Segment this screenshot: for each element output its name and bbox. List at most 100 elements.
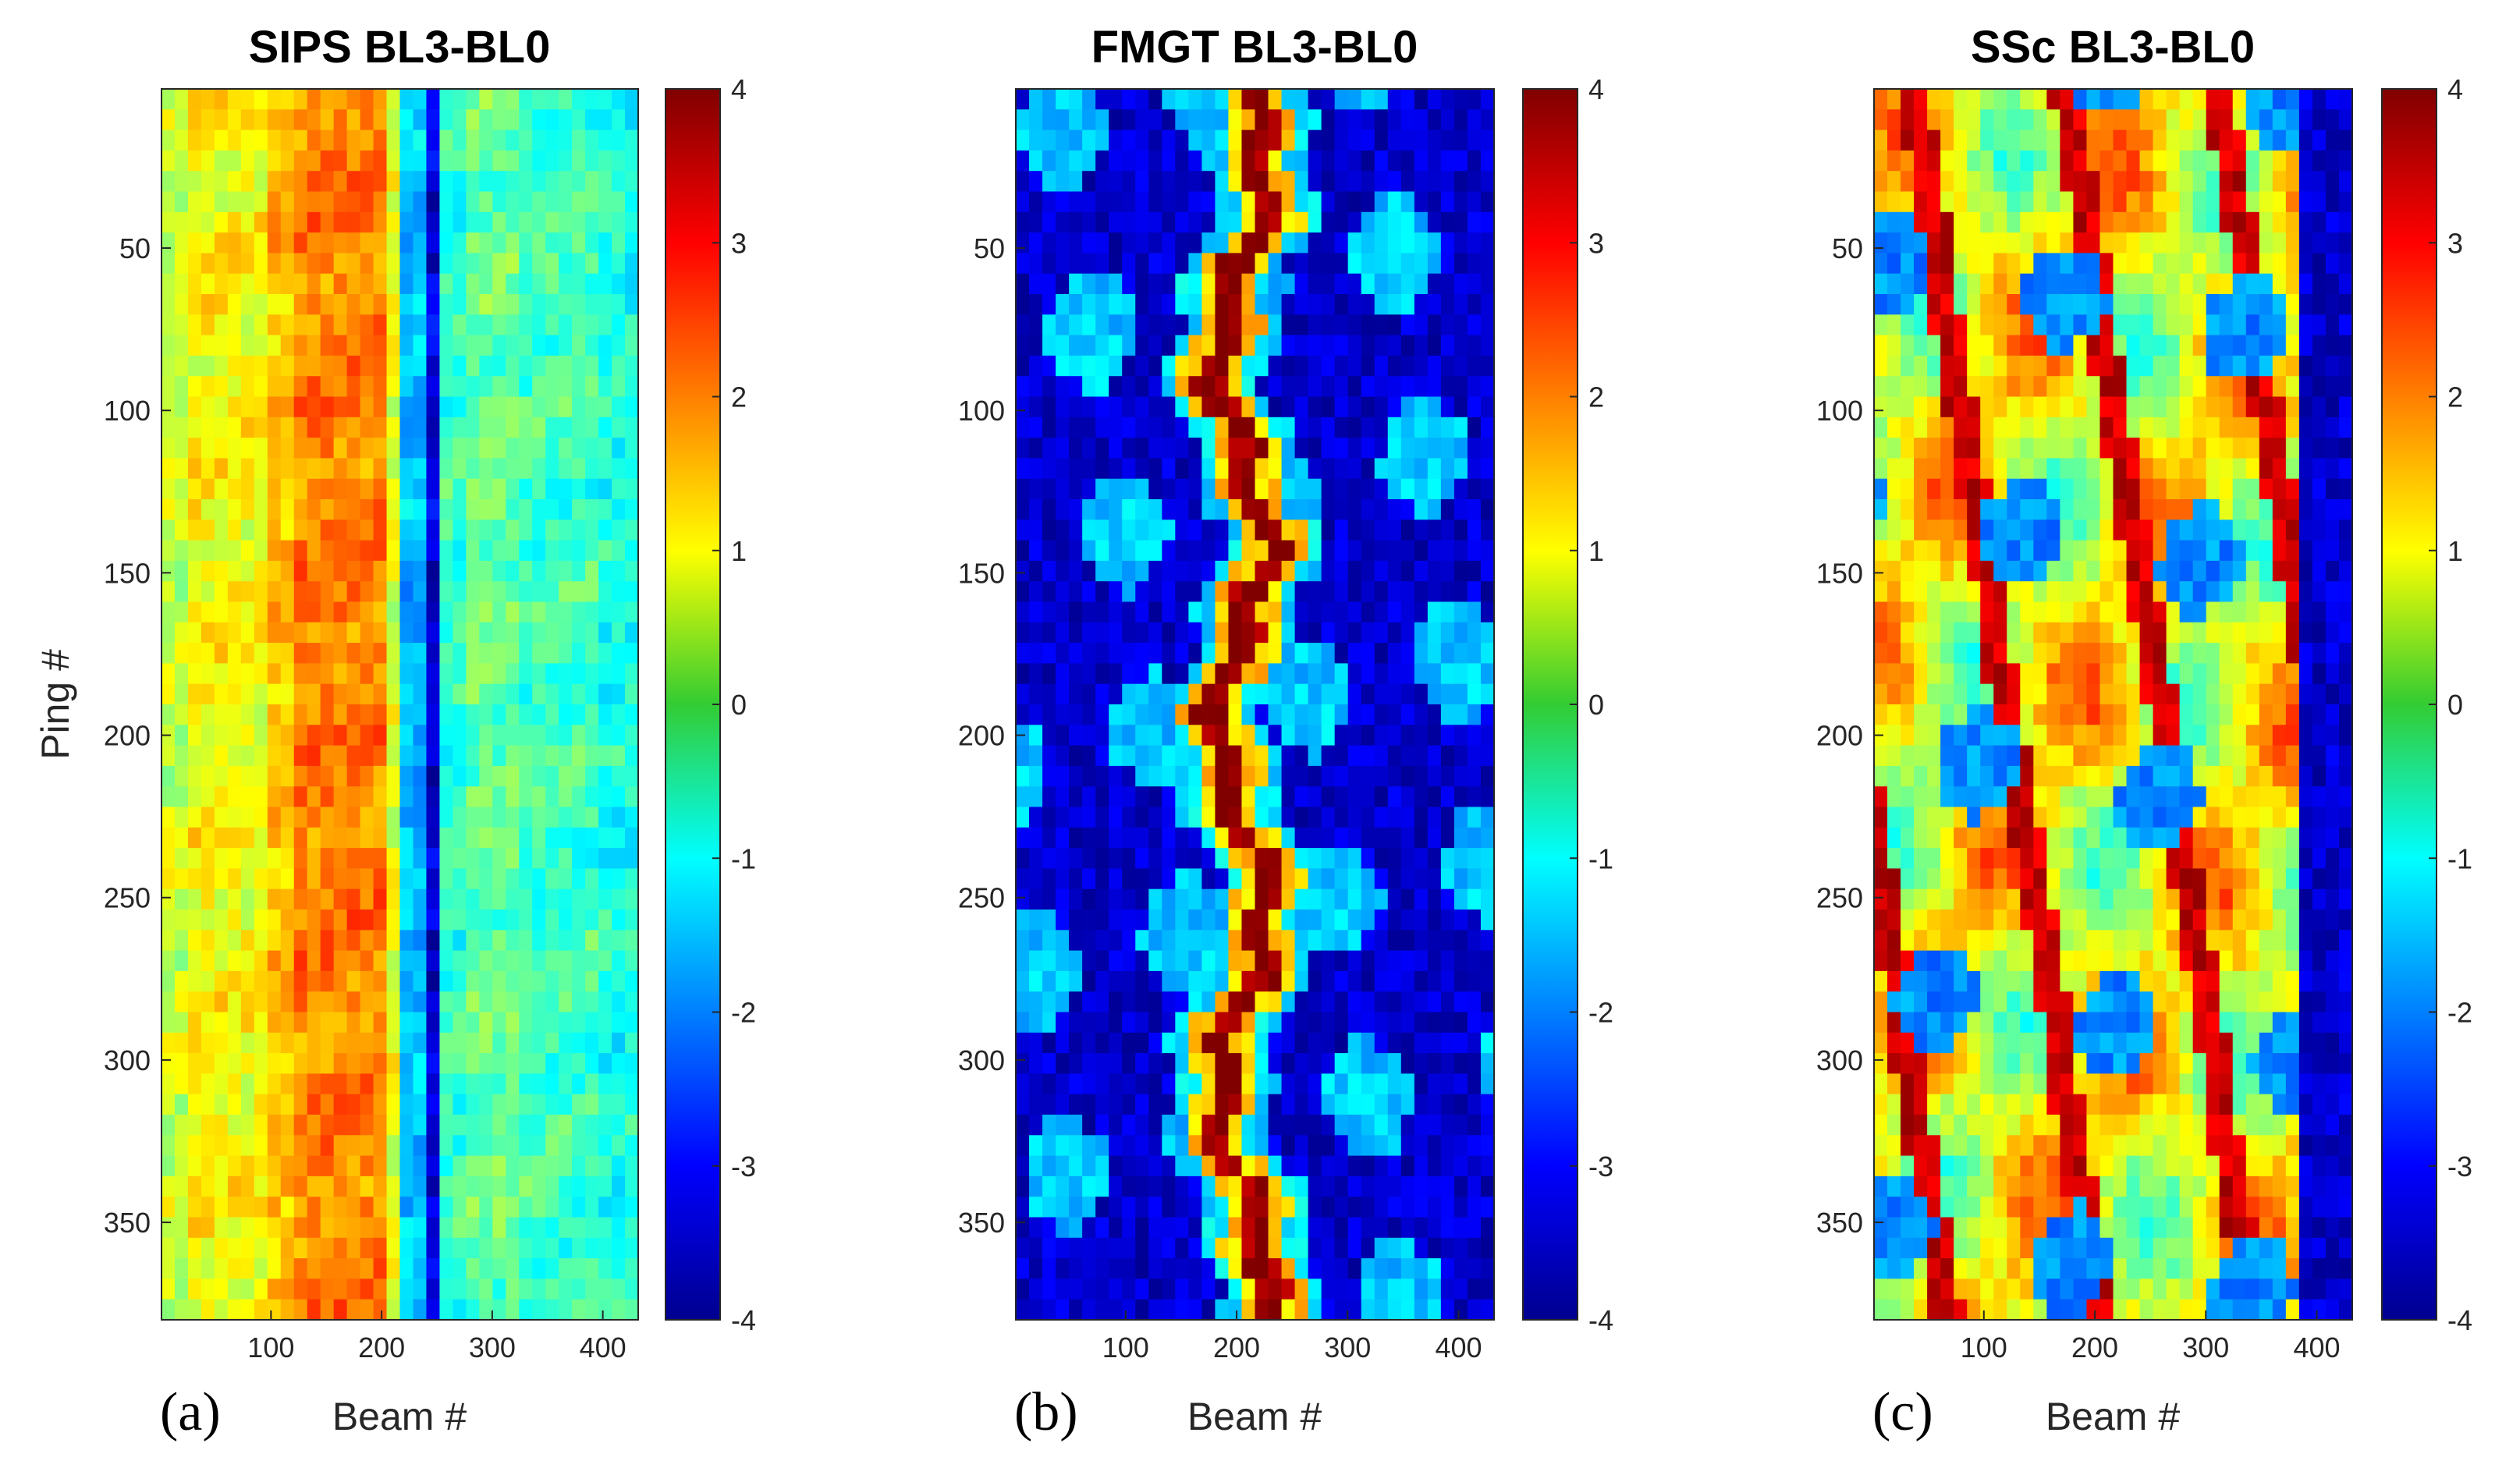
heatmap-cell <box>1414 458 1429 480</box>
heatmap-cell <box>320 601 335 623</box>
heatmap-cell <box>267 888 282 910</box>
heatmap-cell <box>1361 1094 1375 1115</box>
heatmap-cell <box>1162 191 1177 213</box>
heatmap-cell <box>1095 848 1109 870</box>
heatmap-cell <box>1029 560 1043 582</box>
heatmap-cell <box>1887 950 1901 972</box>
heatmap-cell <box>1268 970 1283 992</box>
heatmap-cell <box>1109 273 1123 295</box>
heatmap-cell <box>1321 1258 1336 1280</box>
heatmap-cell <box>413 191 428 213</box>
heatmap-cell <box>1467 745 1482 767</box>
heatmap-cell <box>280 581 295 603</box>
heatmap-cell <box>240 150 255 172</box>
heatmap-cell <box>1162 1094 1177 1115</box>
heatmap-cell <box>1387 1175 1402 1197</box>
heatmap-cell <box>1914 499 1928 521</box>
heatmap-cell <box>1993 438 2008 459</box>
heatmap-cell <box>585 683 599 705</box>
heatmap-cell <box>254 663 268 685</box>
heatmap-cell <box>1201 581 1216 603</box>
heatmap-cell <box>1148 89 1163 111</box>
heatmap-cell <box>532 417 546 438</box>
heatmap-cell <box>1042 1258 1056 1280</box>
heatmap-cell <box>1215 786 1230 808</box>
heatmap-cell <box>201 129 215 151</box>
heatmap-cell <box>545 745 559 767</box>
heatmap-cell <box>479 109 494 131</box>
heatmap-cell <box>1281 499 1296 521</box>
heatmap-cell <box>187 1073 202 1095</box>
heatmap-cell <box>386 786 401 808</box>
heatmap-cell <box>1162 1155 1177 1177</box>
heatmap-cell <box>585 376 599 398</box>
heatmap-cell <box>386 704 401 726</box>
heatmap-cell <box>519 478 534 500</box>
heatmap-cell <box>1228 888 1243 910</box>
heatmap-cell <box>532 1278 546 1300</box>
heatmap-cell <box>559 745 573 767</box>
heatmap-cell <box>532 970 546 992</box>
heatmap-cell <box>572 1012 586 1034</box>
heatmap-cell <box>214 601 229 623</box>
heatmap-cell <box>1414 478 1429 500</box>
heatmap-cell <box>1135 1053 1150 1075</box>
heatmap-cell <box>1148 888 1163 910</box>
heatmap-cell <box>1042 211 1056 233</box>
heatmap-cell <box>1255 581 1269 603</box>
heatmap-cell <box>360 1032 374 1054</box>
heatmap-cell <box>1069 396 1083 418</box>
heatmap-cell <box>187 930 202 952</box>
heatmap-cell <box>1361 253 1375 275</box>
heatmap-cell <box>1427 888 1442 910</box>
heatmap-cell <box>1440 1258 1455 1280</box>
heatmap-cell <box>1427 1299 1442 1321</box>
heatmap-cell <box>1901 601 1915 623</box>
heatmap-cell <box>1954 745 1968 767</box>
heatmap-cell <box>1135 704 1150 726</box>
heatmap-cell <box>1374 191 1389 213</box>
heatmap-cell <box>240 725 255 746</box>
heatmap-cell <box>214 581 229 603</box>
heatmap-cell <box>1967 1135 1982 1157</box>
heatmap-cell <box>413 1258 428 1280</box>
heatmap-cell <box>1162 335 1177 356</box>
heatmap-cell <box>1294 601 1309 623</box>
heatmap-cell <box>585 478 599 500</box>
heatmap-cell <box>1334 458 1349 480</box>
heatmap-cell <box>346 807 361 828</box>
heatmap-cell <box>1228 1237 1243 1259</box>
heatmap-cell <box>1281 1278 1296 1300</box>
heatmap-cell <box>1874 540 1888 562</box>
heatmap-cell <box>373 683 388 705</box>
heatmap-cell <box>1029 970 1043 992</box>
heatmap-cell <box>1954 868 1968 890</box>
heatmap-cell <box>1954 970 1968 992</box>
heatmap-cell <box>1347 868 1362 890</box>
heatmap-cell <box>1453 253 1468 275</box>
heatmap-cell <box>1056 150 1070 172</box>
heatmap-cell <box>1387 827 1402 849</box>
heatmap-cell <box>254 930 268 952</box>
heatmap-cell <box>1967 1155 1982 1177</box>
heatmap-cell <box>1016 786 1030 808</box>
heatmap-cell <box>1334 355 1349 377</box>
heatmap-cell <box>1056 560 1070 582</box>
heatmap-cell <box>572 888 586 910</box>
heatmap-cell <box>1268 1135 1283 1157</box>
heatmap-cell <box>201 950 215 972</box>
heatmap-cell <box>1927 663 1941 685</box>
heatmap-cell <box>1954 950 1968 972</box>
heatmap-cell <box>1874 1217 1888 1239</box>
heatmap-cell <box>1980 1237 1995 1259</box>
heatmap-cell <box>1387 253 1402 275</box>
heatmap-cell <box>559 499 573 521</box>
heatmap-cell <box>280 622 295 644</box>
heatmap-cell <box>1914 129 1928 151</box>
heatmap-cell <box>360 683 374 705</box>
heatmap-cell <box>1228 725 1243 746</box>
heatmap-cell <box>1993 335 2008 356</box>
heatmap-cell <box>227 1032 242 1054</box>
heatmap-cell <box>1201 683 1216 705</box>
